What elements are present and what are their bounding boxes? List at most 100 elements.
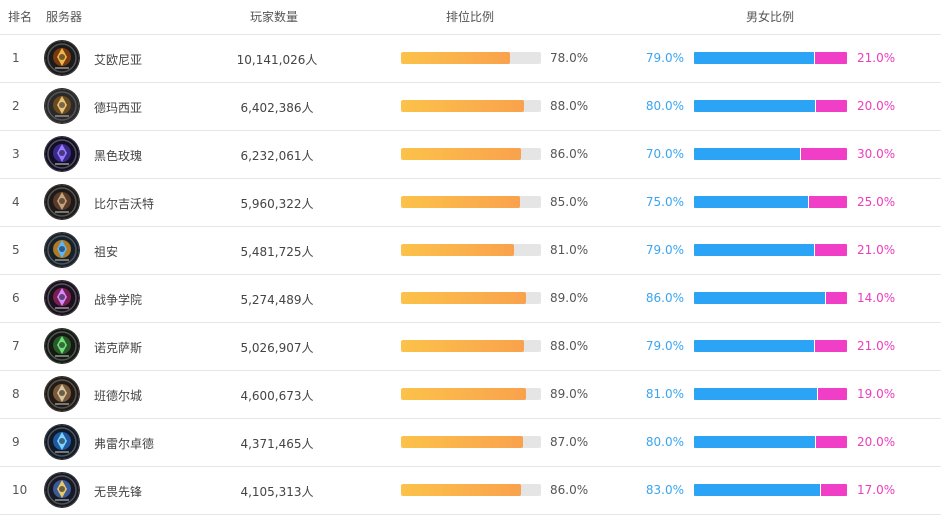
gender-ratio-bar <box>694 484 847 496</box>
table-header: 排名 服务器 玩家数量 排位比例 男女比例 <box>0 0 941 35</box>
female-ratio-fill <box>808 196 847 208</box>
table-row[interactable]: 9 弗雷尔卓德 4,371,465人 87.0% 80.0% 20.0% <box>0 419 941 467</box>
rank-number: 8 <box>12 387 20 401</box>
server-name[interactable]: 弗雷尔卓德 <box>94 437 155 451</box>
female-ratio-label: 14.0% <box>857 291 896 305</box>
ranked-ratio-label: 85.0% <box>550 195 589 209</box>
rank-number: 2 <box>12 99 20 113</box>
table-row[interactable]: 4 比尔吉沃特 5,960,322人 85.0% 75.0% 25.0% <box>0 179 941 227</box>
server-name[interactable]: 战争学院 <box>94 293 143 307</box>
player-count: 4,105,313人 <box>240 485 314 499</box>
ranked-ratio-label: 86.0% <box>550 147 589 161</box>
ranked-ratio-bar <box>401 52 541 64</box>
female-ratio-fill <box>816 436 847 448</box>
female-ratio-label: 21.0% <box>857 339 896 353</box>
male-ratio-fill <box>694 340 815 352</box>
male-ratio-label: 83.0% <box>645 483 684 497</box>
ranked-ratio-label: 88.0% <box>550 339 589 353</box>
female-ratio-fill <box>801 148 847 160</box>
male-ratio-label: 81.0% <box>645 387 684 401</box>
player-count: 5,960,322人 <box>240 197 314 211</box>
ranked-ratio-label: 87.0% <box>550 435 589 449</box>
female-ratio-label: 21.0% <box>857 243 896 257</box>
female-ratio-label: 30.0% <box>857 147 896 161</box>
table-row[interactable]: 10 无畏先锋 4,105,313人 86.0% 83.0% 17.0% <box>0 467 941 515</box>
male-ratio-label: 80.0% <box>645 435 684 449</box>
server-name[interactable]: 艾欧尼亚 <box>94 53 143 67</box>
ranked-ratio-label: 86.0% <box>550 483 589 497</box>
female-ratio-label: 20.0% <box>857 435 896 449</box>
ranked-ratio-bar <box>401 340 541 352</box>
bilgewater-emblem-icon <box>45 185 79 219</box>
player-count: 4,600,673人 <box>240 389 314 403</box>
ranked-ratio-label: 81.0% <box>550 243 589 257</box>
zaun-emblem-icon <box>45 233 79 267</box>
male-ratio-fill <box>694 100 817 112</box>
ranked-ratio-bar <box>401 388 541 400</box>
table-body: 1 艾欧尼亚 10,141,026人 78.0% 79.0% 21.0% 2 <box>0 35 941 515</box>
ranked-ratio-bar <box>401 244 541 256</box>
ranked-ratio-fill <box>401 292 526 304</box>
male-ratio-label: 79.0% <box>645 339 684 353</box>
rank-number: 4 <box>12 195 20 209</box>
server-name[interactable]: 德玛西亚 <box>94 101 143 115</box>
ranked-ratio-fill <box>401 340 525 352</box>
ranked-ratio-fill <box>401 484 522 496</box>
ranked-ratio-fill <box>401 100 525 112</box>
gender-ratio-bar <box>694 388 847 400</box>
header-gender-ratio: 男女比例 <box>746 10 795 24</box>
female-ratio-fill <box>825 292 847 304</box>
server-name[interactable]: 黑色玫瑰 <box>94 149 143 163</box>
male-ratio-label: 80.0% <box>645 99 684 113</box>
male-ratio-label: 70.0% <box>645 147 684 161</box>
ranked-ratio-fill <box>401 388 526 400</box>
war-academy-emblem-icon <box>45 281 79 315</box>
table-row[interactable]: 3 黑色玫瑰 6,232,061人 86.0% 70.0% 30.0% <box>0 131 941 179</box>
table-row[interactable]: 8 班德尔城 4,600,673人 89.0% 81.0% 19.0% <box>0 371 941 419</box>
male-ratio-fill <box>694 244 815 256</box>
male-ratio-fill <box>694 148 802 160</box>
male-ratio-fill <box>694 484 821 496</box>
rank-number: 7 <box>12 339 20 353</box>
noxus-emblem-icon <box>45 329 79 363</box>
black-rose-emblem-icon <box>45 137 79 171</box>
server-name[interactable]: 班德尔城 <box>94 389 143 403</box>
ranked-ratio-bar <box>401 100 541 112</box>
ranked-ratio-bar <box>401 148 541 160</box>
header-server: 服务器 <box>46 10 83 24</box>
female-ratio-fill <box>820 484 847 496</box>
male-ratio-fill <box>694 388 818 400</box>
demacia-emblem-icon <box>45 89 79 123</box>
female-ratio-label: 20.0% <box>857 99 896 113</box>
player-count: 10,141,026人 <box>236 53 318 67</box>
table-row[interactable]: 2 德玛西亚 6,402,386人 88.0% 80.0% 20.0% <box>0 83 941 131</box>
female-ratio-fill <box>814 340 847 352</box>
gender-ratio-bar <box>694 292 847 304</box>
player-count: 4,371,465人 <box>240 437 314 451</box>
server-name[interactable]: 比尔吉沃特 <box>94 197 155 211</box>
ranked-ratio-bar <box>401 196 541 208</box>
ranked-ratio-fill <box>401 244 515 256</box>
female-ratio-label: 19.0% <box>857 387 896 401</box>
header-players: 玩家数量 <box>250 10 299 24</box>
table-row[interactable]: 6 战争学院 5,274,489人 89.0% 86.0% 14.0% <box>0 275 941 323</box>
female-ratio-label: 25.0% <box>857 195 896 209</box>
ranked-ratio-fill <box>401 52 511 64</box>
ionia-emblem-icon <box>45 41 79 75</box>
gender-ratio-bar <box>694 196 847 208</box>
rank-number: 6 <box>12 291 20 305</box>
table-row[interactable]: 7 诺克萨斯 5,026,907人 88.0% 79.0% 21.0% <box>0 323 941 371</box>
male-ratio-fill <box>694 436 817 448</box>
player-count: 5,026,907人 <box>240 341 314 355</box>
ranked-ratio-label: 78.0% <box>550 51 589 65</box>
bandle-city-emblem-icon <box>45 377 79 411</box>
server-name[interactable]: 祖安 <box>94 245 119 259</box>
table-row[interactable]: 1 艾欧尼亚 10,141,026人 78.0% 79.0% 21.0% <box>0 35 941 83</box>
ranked-ratio-label: 89.0% <box>550 387 589 401</box>
gender-ratio-bar <box>694 100 847 112</box>
server-name[interactable]: 无畏先锋 <box>94 485 143 499</box>
player-count: 5,274,489人 <box>240 293 314 307</box>
table-row[interactable]: 5 祖安 5,481,725人 81.0% 79.0% 21.0% <box>0 227 941 275</box>
male-ratio-fill <box>694 292 826 304</box>
server-name[interactable]: 诺克萨斯 <box>94 341 143 355</box>
